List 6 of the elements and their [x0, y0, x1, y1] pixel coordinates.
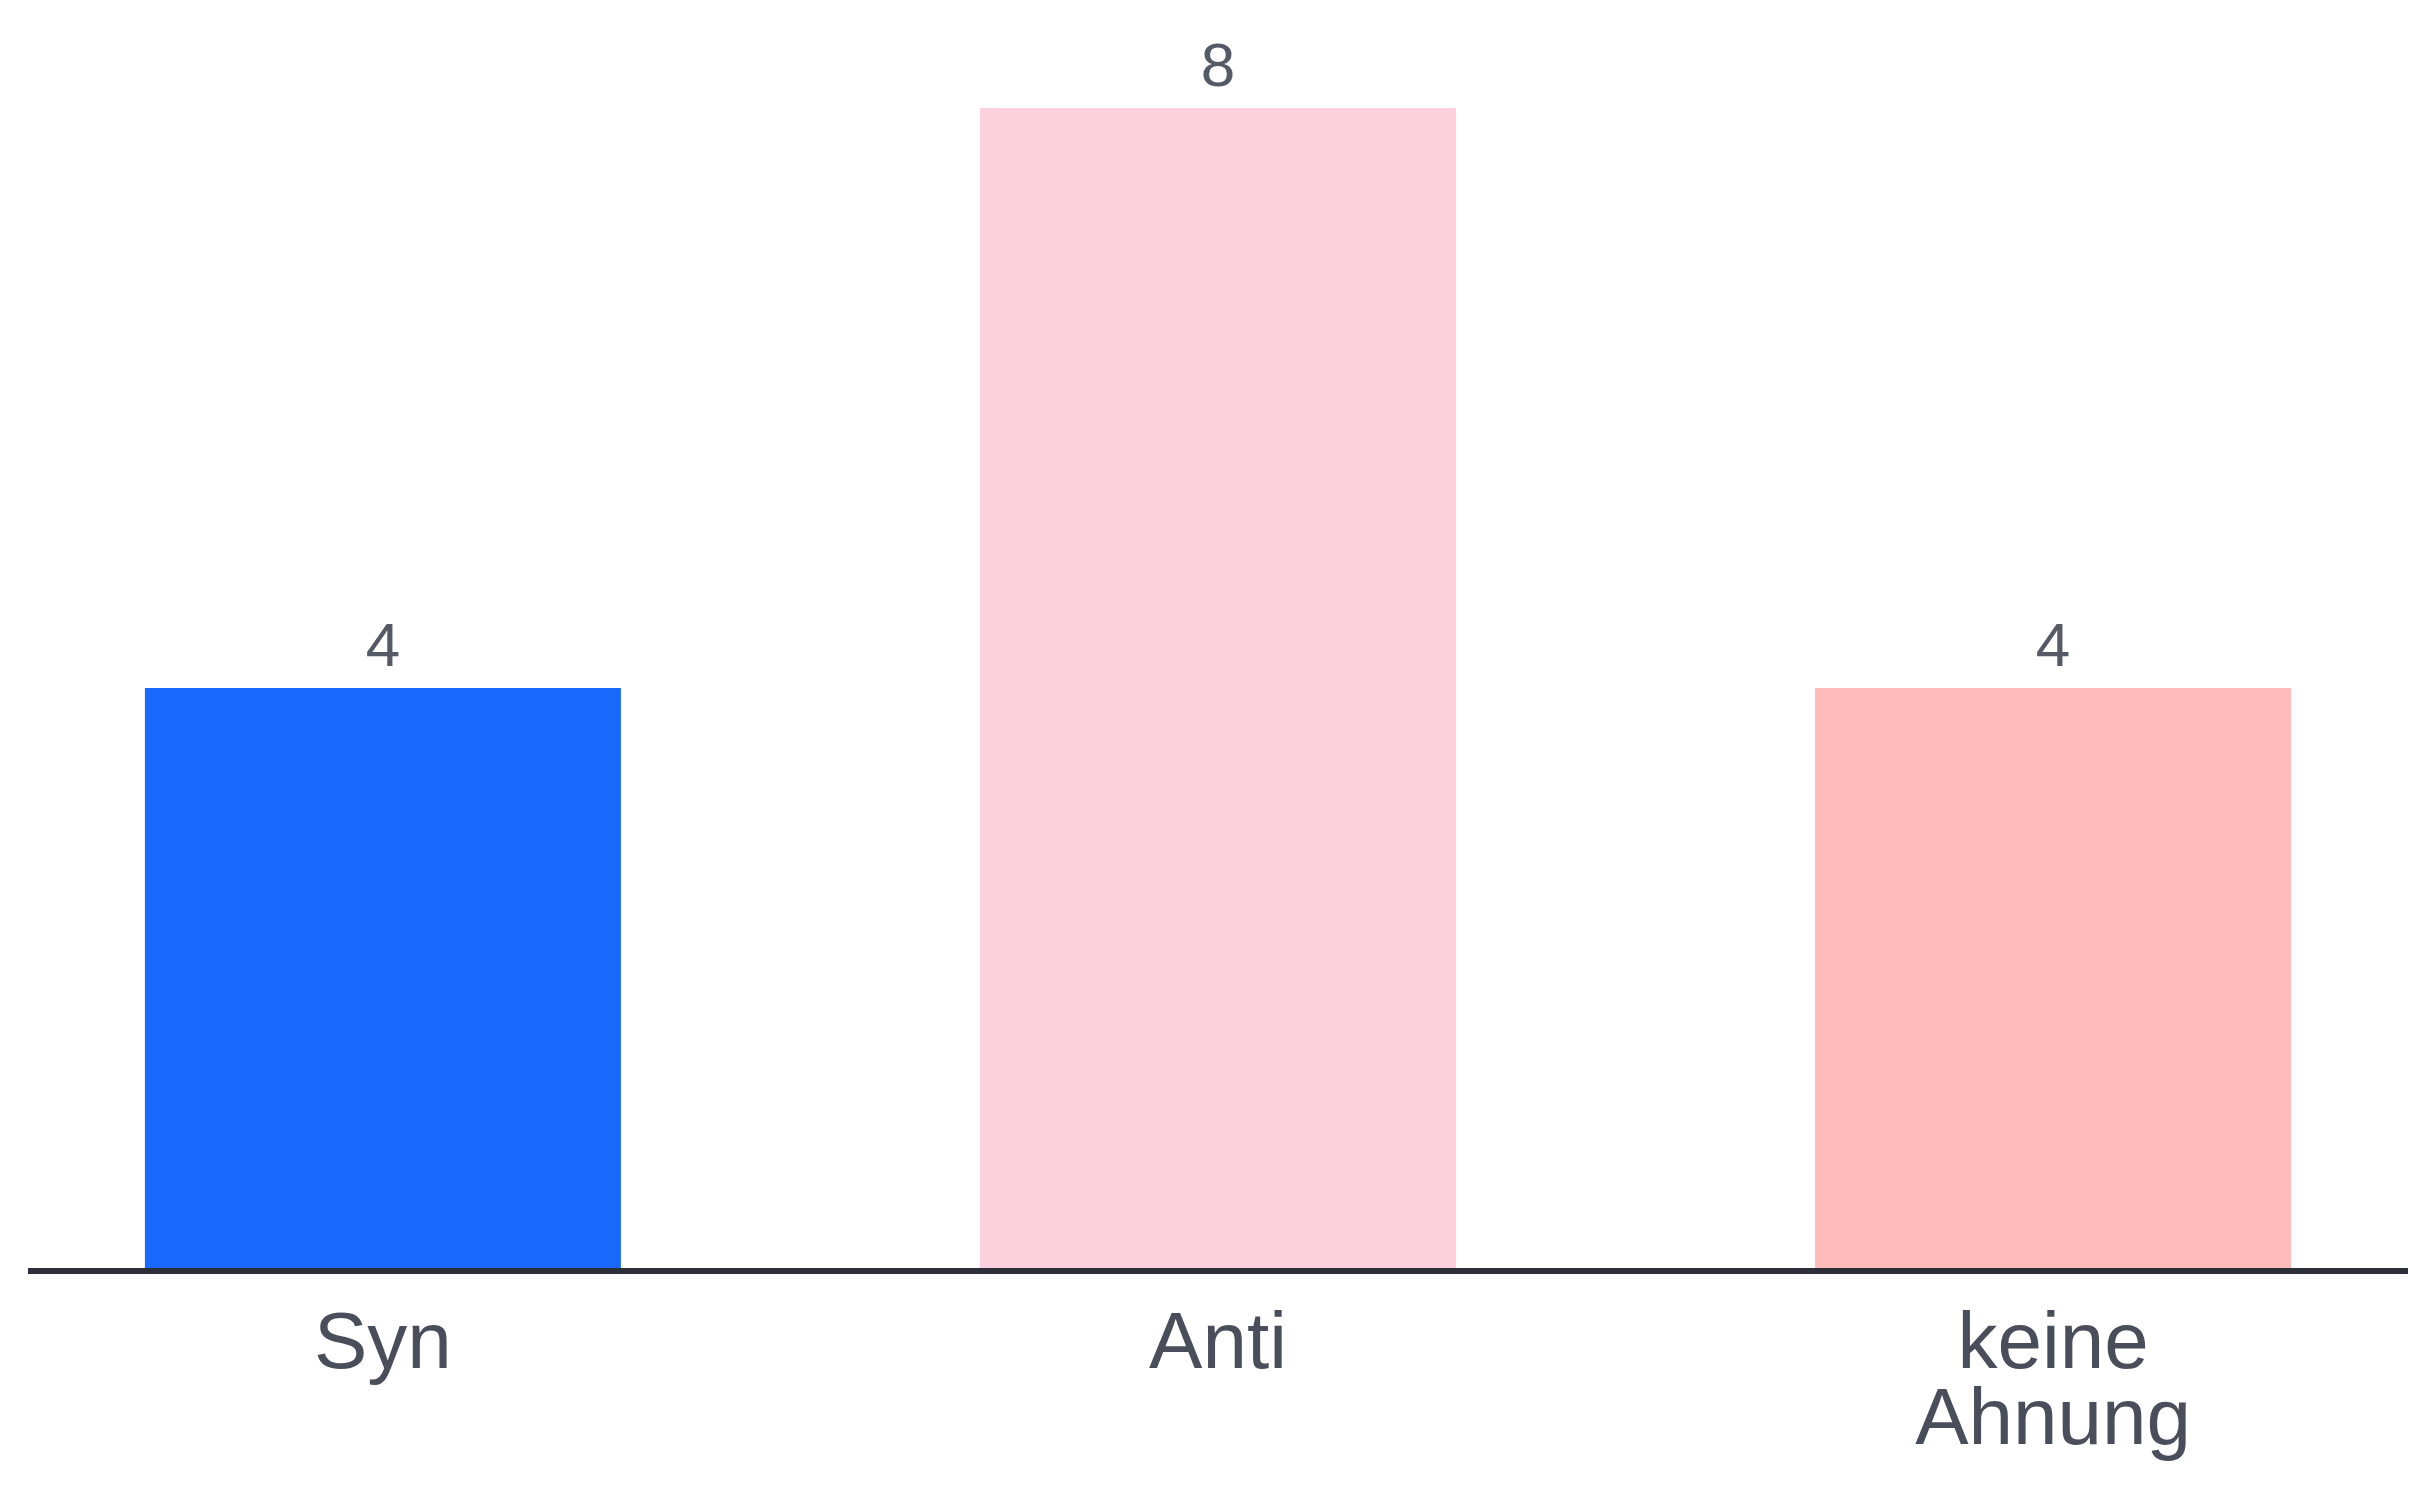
- x-tick-label: Anti: [1149, 1296, 1287, 1385]
- data-label: 8: [1200, 30, 1236, 99]
- data-label: 4: [365, 610, 401, 679]
- x-tick-label: Syn: [313, 1296, 452, 1385]
- data-label: 4: [2035, 610, 2071, 679]
- x-tick-label: keine Ahnung: [1915, 1296, 2191, 1461]
